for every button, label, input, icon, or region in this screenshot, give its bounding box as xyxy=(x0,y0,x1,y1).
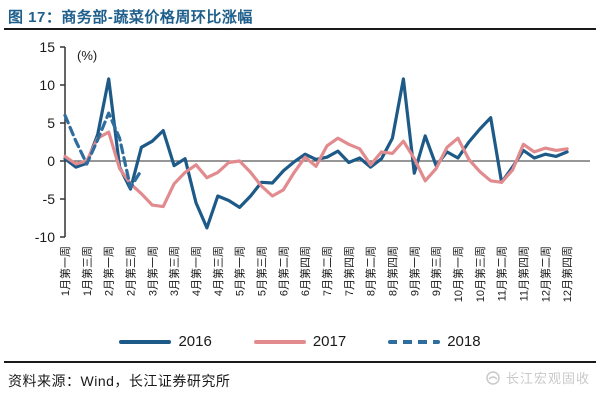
y-tick-label: 0 xyxy=(47,153,55,169)
x-tick-label: 10月第一周 xyxy=(451,246,465,302)
y-axis-unit-label: (%) xyxy=(77,48,97,63)
y-tick-label: -10 xyxy=(35,229,55,245)
x-tick-label: 11月第二周 xyxy=(495,246,509,301)
x-tick-label: 6月第二周 xyxy=(276,246,290,296)
x-tick-label: 7月第二周 xyxy=(320,246,334,296)
legend-label-2018: 2018 xyxy=(447,333,481,350)
x-tick-label: 4月第一周 xyxy=(189,246,203,296)
series-line-2016 xyxy=(63,77,569,230)
page-title: 图 17：商务部-蔬菜价格周环比涨幅 xyxy=(8,9,253,26)
legend-item-2018: 2018 xyxy=(388,333,481,350)
x-tick-label: 12月第四周 xyxy=(560,246,574,302)
legend-item-2017: 2017 xyxy=(253,333,347,350)
legend-label-2017: 2017 xyxy=(312,333,347,350)
x-tick-label: 12月第二周 xyxy=(538,246,552,302)
watermark-text: 长江宏观固收 xyxy=(505,371,590,386)
x-tick-label: 10月第三周 xyxy=(473,246,487,302)
footer-divider xyxy=(4,361,596,363)
x-tick-label: 2月第一周 xyxy=(102,246,116,296)
watermark-logo-icon xyxy=(486,370,500,385)
chart-legend: 2016 2017 2018 xyxy=(0,333,600,350)
legend-swatch-2017 xyxy=(253,339,306,344)
x-tick-label: 5月第一周 xyxy=(233,246,247,296)
series-line-2017 xyxy=(63,130,569,209)
y-tick-label: 5 xyxy=(47,115,55,131)
series-line-2018 xyxy=(63,111,143,190)
x-tick-label: 1月第三周 xyxy=(80,246,94,296)
x-tick-label: 3月第三周 xyxy=(167,246,181,296)
title-divider xyxy=(4,28,596,30)
y-tick-label: -5 xyxy=(43,191,56,207)
x-tick-label: 8月第四周 xyxy=(385,246,399,296)
legend-item-2016: 2016 xyxy=(119,333,212,350)
x-tick-label: 2月第三周 xyxy=(123,246,137,296)
x-tick-label: 11月第四周 xyxy=(516,246,530,301)
x-tick-label: 4月第三周 xyxy=(211,246,225,296)
y-tick-label: 10 xyxy=(39,77,55,93)
x-tick-label: 8月第二周 xyxy=(364,246,378,296)
x-tick-label: 5月第三周 xyxy=(254,246,268,296)
source-note: 资料来源：Wind，长江证券研究所 xyxy=(8,373,231,389)
legend-label-2016: 2016 xyxy=(178,333,212,350)
legend-swatch-2016 xyxy=(119,339,172,344)
y-tick-label: 15 xyxy=(39,39,55,55)
x-tick-label: 3月第一周 xyxy=(145,246,159,296)
x-tick-label: 9月第三周 xyxy=(429,246,443,296)
x-tick-label: 7月第四周 xyxy=(342,246,356,296)
vegetable-price-line-chart: 15 10 5 0 -5 -10 (%) 1月第一周 1月第三周 2月第一周 2月第三周 3月第一周 3… xyxy=(35,39,590,302)
x-tick-label: 1月第一周 xyxy=(58,246,72,296)
brand-watermark: 长江宏观固收 xyxy=(485,368,590,387)
legend-swatch-2018 xyxy=(388,339,441,344)
x-tick-label: 9月第一周 xyxy=(407,246,421,296)
x-tick-label: 6月第四周 xyxy=(298,246,312,296)
